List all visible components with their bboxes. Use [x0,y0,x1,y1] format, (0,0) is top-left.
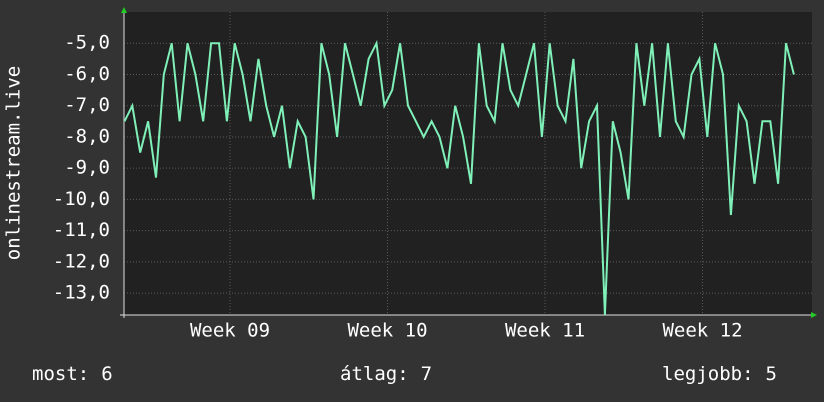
grid [124,12,812,315]
y-axis-label: onlinestream.live [3,66,25,260]
stat: átlag: 7 [340,363,432,385]
x-tick-label: Week 10 [347,320,427,342]
stat-label: legjobb: [662,363,754,385]
y-arrow [121,7,127,13]
stat: most: 6 [32,363,113,385]
stat-value: 7 [421,363,432,385]
x-tick-label: Week 12 [662,320,742,342]
data-line [123,39,795,316]
y-tick-label: -6,0 [64,63,110,85]
stat-value: 6 [101,363,112,385]
y-tick-label: -13,0 [53,282,110,304]
stat-label: átlag: [340,363,409,385]
y-tick-label: -10,0 [53,188,110,210]
y-tick-label: -8,0 [64,125,110,147]
x-tick-label: Week 09 [190,320,270,342]
y-tick-label: -5,0 [64,32,110,54]
stat-value: 5 [766,363,777,385]
stat: legjobb: 5 [662,363,777,385]
x-arrow [811,312,817,318]
y-tick-label: -9,0 [64,157,110,179]
stat-label: most: [32,363,89,385]
y-tick-label: -7,0 [64,94,110,116]
y-tick-label: -11,0 [53,219,110,241]
y-tick-label: -12,0 [53,250,110,272]
x-tick-label: Week 11 [505,320,585,342]
